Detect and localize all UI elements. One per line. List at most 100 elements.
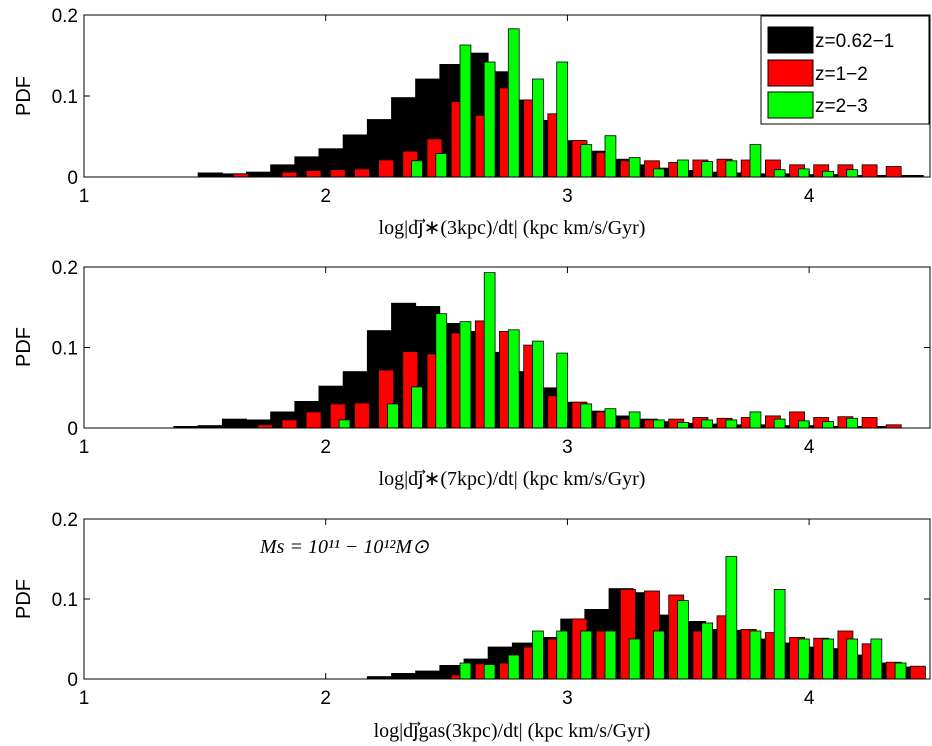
panel-3-bars: [366, 556, 926, 679]
bar-z1-2: [281, 419, 298, 428]
bar-z2-3: [822, 170, 834, 177]
bar-z1-2: [910, 665, 926, 679]
bar-z2-3: [846, 638, 859, 679]
bar-z2-3: [507, 28, 520, 177]
y-tick-label: 0.2: [52, 6, 78, 27]
panel-3-xlabel: log|dj⃗gas(3kpc)/dt| (kpc km/s/Gyr): [374, 720, 651, 742]
bar-z2-3: [846, 417, 859, 428]
bar-z2-3: [822, 421, 834, 428]
bar-z2-3: [701, 419, 714, 428]
bar-z2-3: [628, 638, 641, 679]
panel-2-bars: [173, 272, 902, 428]
bar-z1-2: [233, 173, 250, 177]
bar-z1-2: [861, 417, 878, 428]
panel-1-ylabel: PDF: [13, 76, 35, 116]
x-tick-label: 2: [320, 186, 331, 207]
y-tick-label: 0.2: [52, 510, 78, 531]
bar-z062-1: [415, 670, 441, 679]
bar-z2-3: [628, 411, 641, 428]
y-tick-label: 0.2: [52, 258, 78, 279]
bar-z2-3: [725, 160, 738, 177]
panel-1: PDF 1 2 3 4 0 0.1 0.2 log|dj⃗∗(3kpc)/dt| (kpc …: [13, 6, 931, 239]
bar-z1-2: [281, 171, 298, 177]
panel-1-xlabel: log|dj⃗∗(3kpc)/dt| (kpc km/s/Gyr): [379, 217, 646, 239]
x-tick-label: 1: [79, 186, 90, 207]
bar-z2-3: [773, 169, 786, 177]
bar-z2-3: [459, 321, 472, 428]
bar-z2-3: [653, 630, 665, 679]
bar-z2-3: [532, 630, 544, 679]
bar-z2-3: [532, 340, 544, 428]
bar-z2-3: [677, 600, 689, 679]
x-tick-label: 2: [320, 437, 331, 458]
bar-z2-3: [773, 589, 786, 679]
x-tick-label: 1: [79, 437, 90, 458]
bar-z2-3: [459, 662, 472, 679]
bar-z2-3: [846, 169, 859, 177]
bar-z2-3: [773, 418, 786, 428]
y-tick-label: 0.1: [52, 339, 78, 360]
bar-z2-3: [749, 411, 762, 428]
bar-z2-3: [749, 630, 762, 679]
legend-label-z062-1: z=0.62−1: [815, 31, 894, 52]
x-tick-label: 4: [804, 437, 815, 458]
bar-z2-3: [725, 419, 738, 428]
bar-z2-3: [507, 654, 520, 679]
bar-z2-3: [556, 630, 569, 679]
panel-3-ylabel: PDF: [13, 579, 35, 619]
bar-z1-2: [329, 169, 346, 177]
bar-z2-3: [677, 421, 689, 428]
bar-z2-3: [483, 664, 496, 679]
bar-z2-3: [701, 622, 714, 679]
panel-2-ticks: 1 2 3 4 0 0.1 0.2: [52, 258, 930, 458]
bar-z2-3: [798, 638, 810, 679]
legend-label-z2-3: z=2−3: [815, 96, 868, 117]
bar-z2-3: [483, 272, 496, 428]
x-tick-label: 4: [804, 186, 815, 207]
legend-swatch-z1-2: [767, 59, 814, 87]
bar-z1-2: [354, 168, 370, 177]
panel-1-bars: [197, 28, 924, 177]
panel-1-ticks: 1 2 3 4 0 0.1 0.2: [52, 6, 930, 207]
bar-z1-2: [885, 166, 902, 177]
bar-z2-3: [459, 44, 472, 177]
legend-swatch-z2-3: [767, 91, 814, 119]
bar-z2-3: [556, 61, 569, 177]
panel-3-annotation: Ms = 10¹¹ − 10¹²M⊙: [259, 536, 429, 558]
bar-z2-3: [387, 403, 399, 428]
x-tick-label: 4: [804, 688, 815, 709]
bar-z2-3: [604, 630, 617, 679]
y-tick-label: 0.1: [52, 590, 78, 611]
bar-z1-2: [305, 411, 322, 428]
bar-z2-3: [870, 638, 883, 679]
bar-z2-3: [822, 638, 834, 679]
panel-2-ylabel: PDF: [13, 327, 35, 367]
bar-z2-3: [532, 78, 544, 177]
legend-label-z1-2: z=1−2: [815, 64, 868, 85]
x-tick-label: 2: [320, 688, 331, 709]
bar-z2-3: [604, 135, 617, 177]
bar-z2-3: [507, 329, 520, 428]
legend: z=0.62−1 z=1−2 z=2−3: [760, 15, 930, 125]
bar-z062-1: [221, 418, 247, 428]
bar-z1-2: [354, 402, 370, 428]
bar-z2-3: [701, 161, 714, 177]
bar-z2-3: [653, 168, 665, 177]
x-tick-label: 3: [562, 437, 573, 458]
bar-z2-3: [725, 556, 738, 679]
bar-z1-2: [861, 164, 878, 177]
y-tick-label: 0: [67, 168, 78, 189]
y-tick-label: 0: [67, 670, 78, 691]
x-tick-label: 3: [562, 688, 573, 709]
bar-z2-3: [435, 313, 448, 428]
bar-z2-3: [556, 352, 569, 428]
panel-3: PDF 1 2 3 4 0 0.1 0.2 Ms = 10¹¹ − 10¹²M⊙ log|d…: [13, 510, 931, 742]
bar-z1-2: [378, 159, 395, 177]
bar-z2-3: [483, 61, 496, 177]
legend-swatch-z062-1: [767, 26, 814, 54]
bar-z2-3: [338, 419, 351, 428]
bar-z062-1: [391, 673, 417, 679]
panel-3-ticks: 1 2 3 4 0 0.1 0.2: [52, 510, 930, 709]
bar-z2-3: [798, 420, 810, 428]
